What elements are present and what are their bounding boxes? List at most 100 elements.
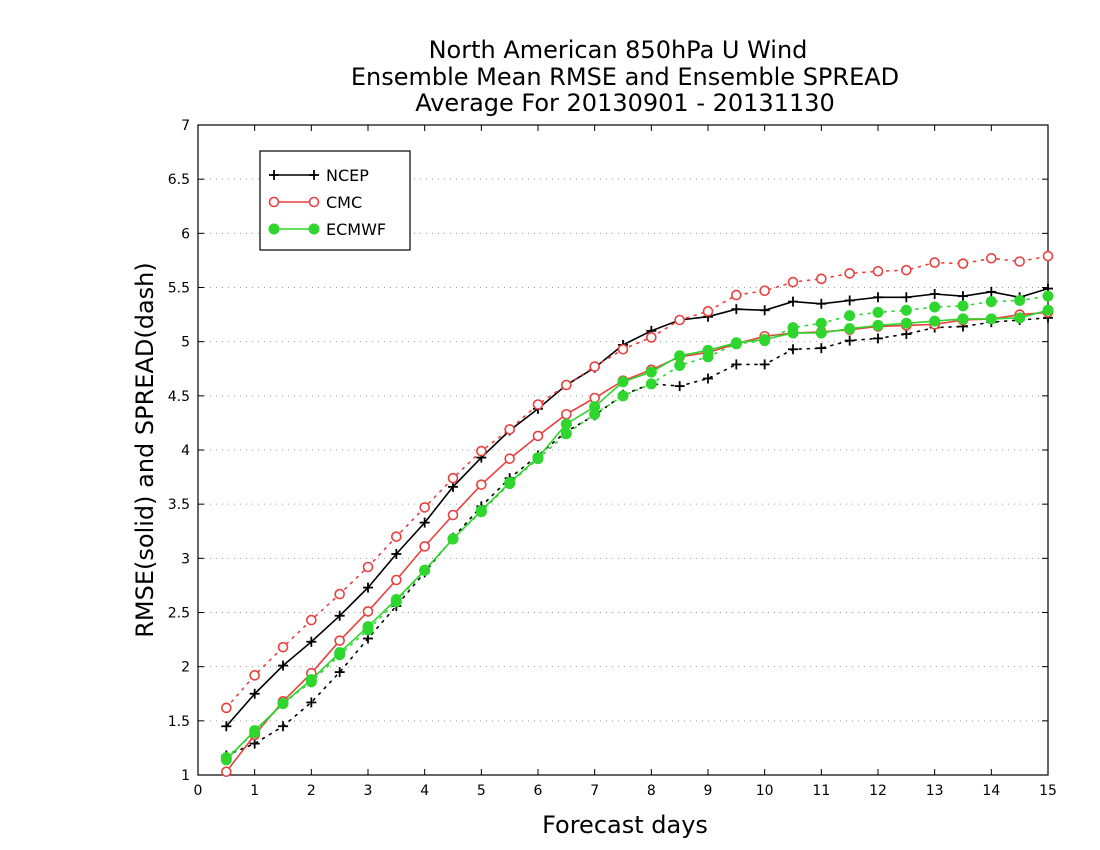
spread-point-ncep: [844, 335, 855, 346]
spread-point-ncep: [278, 721, 288, 732]
spread-point-cmc: [617, 343, 629, 355]
spread-point-cmc: [504, 424, 515, 435]
rmse-point-ncep: [901, 292, 912, 303]
spread-point-ncep: [674, 381, 685, 392]
rmse-point-ncep: [986, 286, 997, 297]
rmse-line-cmc: [225, 311, 1049, 773]
x-tick-label: 0: [194, 783, 203, 799]
spread-point-cmc: [674, 314, 685, 326]
plot-series: [220, 250, 1054, 778]
spread-point-ncep: [873, 333, 883, 344]
rmse-point-ncep: [391, 549, 402, 559]
x-tick-label: 11: [812, 783, 830, 799]
rmse-point-ncep: [844, 295, 855, 306]
series-ncep: [221, 283, 1053, 761]
x-tick-label: 13: [926, 783, 944, 799]
legend-label-ecmwf: ECMWF: [326, 220, 386, 239]
y-axis-label: RMSE(solid) and SPREAD(dash): [131, 262, 159, 638]
rmse-point-ncep: [788, 296, 798, 307]
rmse-point-ncep: [929, 289, 940, 299]
rmse-point-ecmwf: [305, 674, 317, 686]
rmse-point-ecmwf: [504, 477, 516, 488]
spread-point-ecmwf: [1014, 295, 1026, 306]
spread-line-ecmwf: [225, 295, 1049, 759]
rmse-point-ncep: [419, 517, 430, 528]
title-line-2: Ensemble Mean RMSE and Ensemble SPREAD: [351, 63, 899, 91]
spread-point-cmc: [986, 252, 997, 264]
spread-point-ecmwf: [929, 301, 941, 313]
y-tick-label: 1: [181, 768, 190, 784]
legend-item-ecmwf: ECMWF: [268, 220, 386, 239]
x-tick-label: 10: [756, 783, 774, 799]
y-tick-label: 3: [181, 551, 190, 567]
spread-point-ncep: [816, 343, 827, 354]
rmse-point-ecmwf: [249, 725, 261, 737]
spread-point-cmc: [391, 531, 402, 542]
spread-point-cmc: [872, 265, 884, 277]
rmse-point-ecmwf: [419, 564, 431, 576]
y-tick-label: 7: [181, 118, 190, 134]
spread-point-cmc: [221, 702, 232, 714]
x-tick-label: 14: [982, 783, 1000, 799]
rmse-point-ecmwf: [1014, 312, 1026, 324]
rmse-point-ecmwf: [447, 533, 459, 545]
spread-point-cmc: [957, 258, 969, 269]
legend-item-cmc: CMC: [268, 193, 362, 212]
spread-point-cmc: [1014, 256, 1025, 267]
chart-title: North American 850hPa U Wind Ensemble Me…: [351, 36, 899, 117]
y-tick-label: 1.5: [168, 714, 190, 730]
axes: 11.522.533.544.555.566.570 1 2 3 4 5 6 7 8 9 10 11 1…: [168, 118, 1057, 799]
x-axis-label: Forecast days: [542, 811, 708, 839]
spread-point-cmc: [787, 276, 799, 288]
spread-point-ncep: [731, 359, 742, 370]
x-tick-label: 1: [250, 783, 259, 799]
spread-point-cmc: [561, 379, 572, 391]
spread-point-ncep: [901, 329, 912, 340]
rmse-point-ncep: [759, 305, 770, 316]
y-tick-label: 6.5: [168, 172, 190, 188]
rmse-point-cmc: [561, 408, 572, 420]
spread-point-cmc: [532, 399, 544, 410]
spread-point-ecmwf: [674, 360, 686, 371]
rmse-point-ecmwf: [334, 647, 346, 659]
rmse-point-cmc: [447, 509, 459, 521]
spread-point-ncep: [249, 738, 260, 749]
y-tick-label: 2: [181, 660, 190, 676]
spread-point-cmc: [476, 445, 487, 457]
x-tick-label: 12: [869, 783, 887, 799]
x-tick-label: 8: [647, 783, 656, 799]
rmse-point-ncep: [873, 292, 883, 303]
y-tick-label: 5.5: [168, 281, 190, 297]
rmse-point-ncep: [278, 660, 288, 671]
rmse-point-ecmwf: [277, 698, 289, 709]
spread-point-cmc: [334, 588, 345, 600]
rmse-point-ecmwf: [475, 505, 487, 517]
rmse-point-ncep: [249, 688, 260, 699]
rmse-point-ncep: [363, 582, 373, 593]
spread-point-cmc: [249, 670, 260, 681]
rmse-point-ncep: [221, 721, 232, 732]
x-tick-label: 15: [1039, 783, 1057, 799]
rmse-point-cmc: [334, 635, 345, 646]
spread-point-cmc: [759, 285, 770, 297]
rmse-point-ecmwf: [220, 754, 232, 766]
legend-marker-ncep: [269, 170, 279, 180]
rmse-point-ecmwf: [787, 327, 799, 339]
spread-point-cmc: [816, 273, 827, 285]
rmse-point-ecmwf: [957, 313, 969, 325]
legend: NCEP CMC ECMWF: [259, 150, 411, 251]
rmse-line-ncep: [225, 287, 1049, 727]
rmse-point-ecmwf: [872, 319, 884, 331]
rmse-point-cmc: [391, 574, 402, 586]
y-tick-label: 3.5: [168, 497, 190, 513]
rmse-point-ecmwf: [645, 366, 657, 378]
rmse-point-cmc: [504, 453, 515, 464]
y-tick-label: 6: [181, 226, 190, 242]
spread-point-ncep: [788, 344, 798, 355]
rmse-point-ncep: [816, 298, 827, 309]
rmse-point-ecmwf: [730, 337, 742, 349]
rmse-point-cmc: [362, 606, 374, 617]
spread-point-ecmwf: [957, 300, 969, 312]
spread-line-ncep: [225, 316, 1049, 757]
